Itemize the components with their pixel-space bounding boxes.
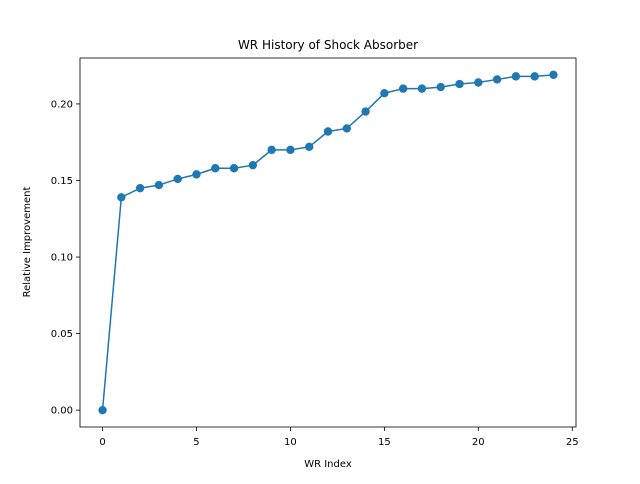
data-point	[267, 145, 276, 155]
data-point	[361, 107, 370, 116]
data-point	[323, 127, 333, 136]
data-point	[173, 174, 182, 184]
data-point	[98, 405, 107, 415]
data-point	[549, 70, 558, 80]
x-tick-label: 0	[99, 437, 105, 448]
x-tick-label: 5	[193, 437, 199, 448]
data-point	[417, 84, 427, 93]
y-tick-label: 0.15	[51, 176, 73, 187]
data-point	[342, 124, 351, 133]
x-axis-label: WR Index	[304, 459, 352, 470]
data-point	[117, 193, 126, 202]
x-tick-label: 15	[378, 437, 391, 448]
data-point	[398, 84, 408, 93]
data-point	[511, 72, 521, 81]
data-point	[211, 164, 220, 173]
data-point	[492, 75, 502, 84]
x-tick-label: 25	[566, 437, 579, 448]
plot-area: 0 5 10 15 20 25 0.00 0.05 0.10 0.15 0.20	[51, 57, 579, 448]
x-tick-label: 20	[472, 437, 485, 448]
y-tick-label: 0.10	[51, 253, 73, 264]
data-point	[192, 170, 201, 179]
data-point	[135, 183, 145, 193]
y-axis-label: Relative Improvement	[22, 187, 33, 298]
data-point	[455, 79, 464, 89]
data-point	[248, 160, 258, 170]
data-point	[436, 82, 445, 92]
data-point	[530, 72, 539, 81]
chart-title: WR History of Shock Absorber	[238, 38, 418, 52]
x-tick-label: 10	[284, 437, 297, 448]
data-point	[286, 145, 295, 155]
data-point	[305, 142, 314, 152]
y-tick-label: 0.20	[51, 99, 73, 110]
data-point	[380, 89, 389, 98]
y-tick-label: 0.05	[51, 329, 73, 340]
data-point	[229, 164, 239, 173]
data-point	[154, 180, 164, 190]
data-point	[474, 78, 483, 87]
y-tick-label: 0.00	[51, 406, 73, 417]
axes-frame	[79, 57, 577, 428]
